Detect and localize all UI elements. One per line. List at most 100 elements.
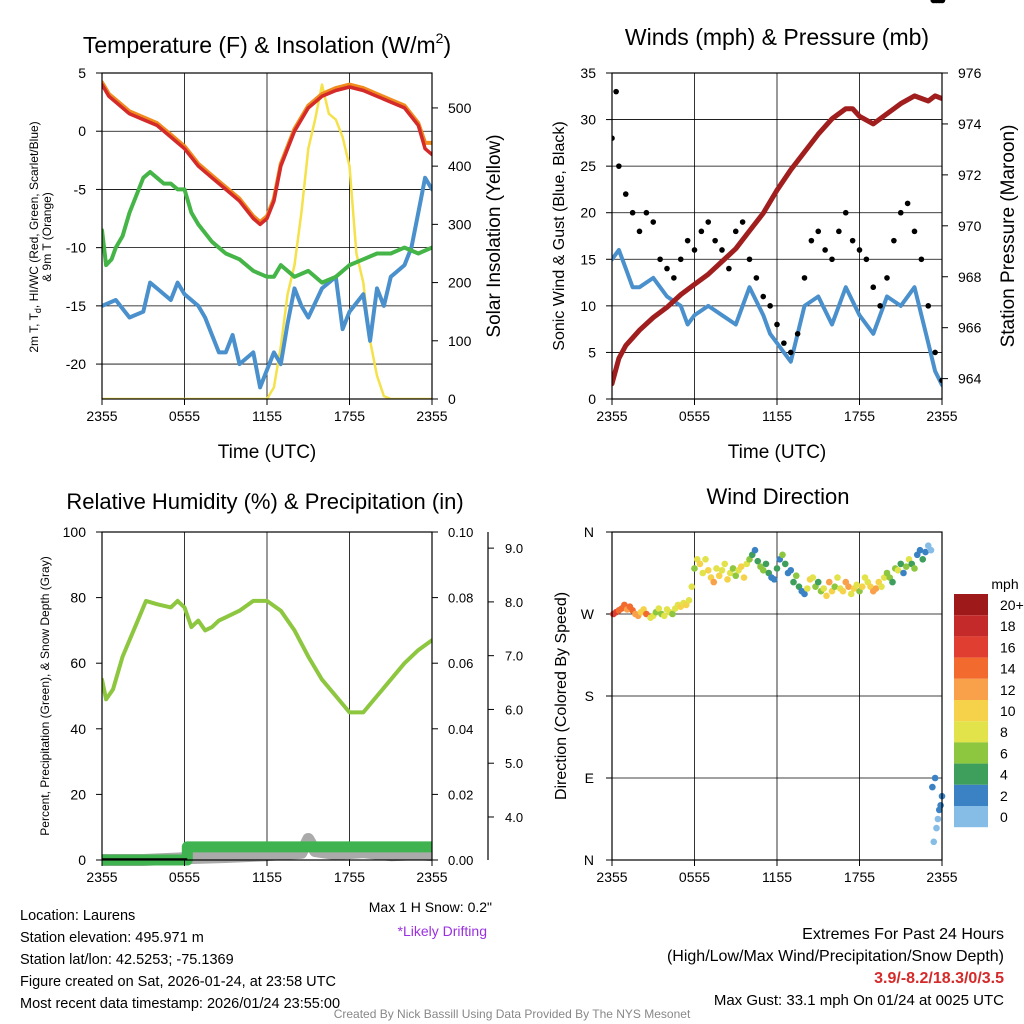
gust-point <box>897 209 904 216</box>
direction-point <box>937 802 944 809</box>
dir-ytick-label: E <box>585 770 594 786</box>
wind-xtick-label: 1155 <box>762 408 792 424</box>
rh-xtick-label: 2355 <box>416 869 447 885</box>
direction-point <box>655 605 663 612</box>
rh-ytick-label: 20 <box>70 786 86 802</box>
speed-legend-swatch <box>954 657 988 679</box>
gust-point <box>794 331 801 337</box>
direction-point <box>922 548 929 556</box>
rh-ytick-label: 40 <box>70 721 86 737</box>
gust-point <box>753 275 760 281</box>
direction-point <box>740 574 748 581</box>
temp-ytick-label: 0 <box>78 123 86 139</box>
direction-point <box>845 583 852 590</box>
direction-point <box>792 572 800 580</box>
gust-point <box>856 247 863 253</box>
rh-ytick-label: 60 <box>70 655 86 671</box>
wind-ytick-label: 20 <box>580 205 596 221</box>
speed-legend-swatch <box>954 763 988 785</box>
direction-point <box>787 566 795 574</box>
direction-point <box>889 578 896 586</box>
gust-point <box>657 256 663 263</box>
insolation-ytick-label: 100 <box>448 333 472 349</box>
station-location: Location: Laurens <box>20 908 136 924</box>
gust-point <box>877 303 883 309</box>
rh-ytick-label: 100 <box>63 524 87 540</box>
direction-point <box>933 824 940 832</box>
rh-xtick-label: 1755 <box>334 869 365 885</box>
gust-point <box>891 237 897 244</box>
gust-point <box>712 237 718 244</box>
gust-point <box>643 209 650 216</box>
direction-point <box>897 560 905 568</box>
gust-point <box>677 256 684 263</box>
gust-point <box>932 349 938 356</box>
gust-point <box>698 228 705 235</box>
dir-ylabel: Direction (Colored By Speed) <box>553 592 570 800</box>
wind-ytick-label: 30 <box>580 112 596 128</box>
direction-point <box>770 576 778 583</box>
dir-ytick-label: S <box>585 688 594 704</box>
dir-xtick-label: 1755 <box>844 869 875 885</box>
station-pressure-line <box>612 93 942 387</box>
temp-ylabel-line2: & 9m T (Orange) <box>40 192 54 282</box>
temp-ylabel-rest: , HI/WC (Red, Green, Scarlet/Blue) <box>27 121 41 308</box>
dir-ytick-label: N <box>584 524 594 540</box>
extremes-values: 3.9/-8.2/18.3/0/3.5 <box>874 970 1004 987</box>
gust-point <box>739 219 746 225</box>
rh-xtick-label: 2355 <box>86 869 117 885</box>
temp-chart-title: Temperature (F) & Insolation (W/m2) <box>83 30 451 58</box>
direction-point <box>931 774 939 782</box>
gust-point <box>616 163 622 169</box>
direction-point <box>702 556 709 563</box>
gust-point <box>774 321 780 328</box>
speed-legend-label: 12 <box>1000 682 1016 698</box>
drift-note: *Likely Drifting <box>398 923 487 939</box>
speed-legend-label: 8 <box>1000 724 1008 740</box>
direction-point <box>934 815 942 823</box>
direction-point <box>927 546 935 554</box>
wind-xtick-label: 0555 <box>679 408 710 424</box>
gust-point <box>787 349 794 356</box>
temp-xtick-label: 2355 <box>416 408 447 424</box>
speed-legend-label: 2 <box>1000 788 1008 804</box>
temp-title-sup: 2 <box>436 30 444 46</box>
gust-point <box>629 209 636 216</box>
rh-ylabel: Percent, Precipitation (Green), & Snow D… <box>38 556 52 835</box>
direction-point <box>710 578 718 586</box>
speed-legend-title: mph <box>991 576 1018 592</box>
temp-ylabel-sub: d <box>33 308 43 313</box>
gust-point <box>613 88 619 95</box>
wind-ylabel: Sonic Wind & Gust (Blue, Black) <box>551 121 568 350</box>
direction-point <box>930 0 938 4</box>
temp-xtick-label: 0555 <box>169 408 200 424</box>
wind-chart-title: Winds (mph) & Pressure (mb) <box>625 24 929 50</box>
direction-point <box>685 597 693 604</box>
gust-point <box>808 237 815 244</box>
direction-point <box>878 583 885 590</box>
speed-legend-label: 18 <box>1000 618 1016 634</box>
speed-legend-swatch <box>954 784 988 806</box>
figure-created: Figure created on Sat, 2026-01-24, at 23… <box>20 974 336 990</box>
speed-legend-label: 0 <box>1000 809 1008 825</box>
extremes-title: Extremes For Past 24 Hours <box>802 926 1004 943</box>
pressure-ytick-label: 974 <box>958 116 982 132</box>
precip-ytick-label: 0.06 <box>448 656 473 671</box>
pressure-ytick-label: 964 <box>958 371 982 387</box>
pressure-ytick-label: 972 <box>958 167 982 183</box>
speed-legend-swatch <box>954 615 988 637</box>
gust-point <box>636 228 643 235</box>
gust-point <box>746 256 753 263</box>
direction-point <box>759 566 767 574</box>
direction-point <box>894 566 902 574</box>
direction-point <box>773 565 781 572</box>
wind-xtick-label: 1755 <box>844 408 875 424</box>
wind-ytick-label: 35 <box>580 65 596 81</box>
station-latlon: Station lat/lon: 42.5253; -75.1369 <box>20 952 234 968</box>
direction-point <box>718 566 726 574</box>
gust-point <box>918 256 925 263</box>
direction-point <box>916 546 924 554</box>
direction-point <box>704 566 712 574</box>
solar-insolation-line <box>102 83 432 399</box>
